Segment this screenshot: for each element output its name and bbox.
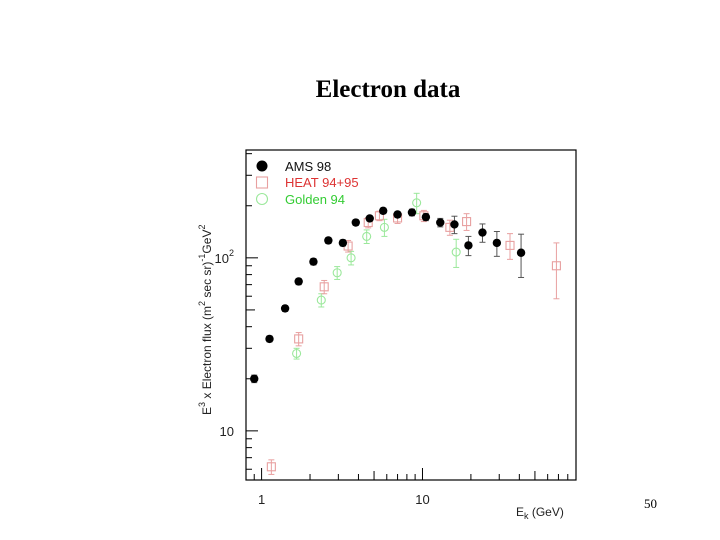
data-point (319, 282, 329, 292)
legend-marker-golden (255, 192, 269, 206)
data-point (505, 240, 515, 250)
data-point (516, 248, 526, 257)
data-point (379, 206, 388, 216)
data-point (250, 374, 259, 383)
data-point (265, 334, 274, 344)
data-point (294, 277, 303, 286)
data-point (407, 208, 417, 217)
data-point (379, 222, 389, 232)
legend-marker-heat (255, 176, 269, 189)
data-point (464, 241, 473, 250)
data-point (451, 247, 461, 257)
data-point (294, 334, 304, 344)
data-point (351, 218, 360, 227)
data-point (492, 238, 502, 248)
legend-label-ams: AMS 98 (285, 159, 331, 174)
data-point (346, 253, 356, 263)
page-number: 50 (644, 496, 657, 511)
plot-frame (245, 149, 577, 481)
series-open-circle (292, 192, 461, 360)
legend-label-heat: HEAT 94+95 (285, 175, 359, 190)
data-point (324, 236, 333, 245)
x-tick-label: 10 (415, 492, 429, 507)
x-axis-ticks: 1 10 (245, 468, 577, 507)
data-point (421, 212, 431, 222)
legend-entry-golden: Golden 94 (255, 192, 345, 207)
y-axis-ticks: 10 102 (215, 153, 258, 470)
slide-title: Electron data (315, 76, 461, 103)
data-point (332, 268, 342, 278)
y-tick-label: 10 (220, 424, 234, 439)
legend: AMS 98 HEAT 94+95 Golden 94 (255, 159, 359, 207)
data-point (393, 210, 402, 219)
data-point (478, 228, 487, 237)
data-point (551, 261, 561, 271)
legend-entry-ams: AMS 98 (256, 159, 331, 174)
data-point (412, 198, 422, 208)
data-series (250, 192, 561, 475)
data-point (450, 220, 459, 229)
y-tick-label: 102 (215, 248, 234, 266)
data-point (462, 217, 472, 227)
data-point (365, 214, 374, 223)
series-filled-circle (250, 206, 526, 384)
data-point (280, 304, 290, 313)
x-axis-label: Ek (GeV) (516, 505, 564, 521)
data-point (316, 295, 326, 305)
data-point (309, 257, 318, 266)
legend-marker-ams (256, 160, 268, 172)
series-open-square (266, 209, 561, 475)
legend-label-golden: Golden 94 (285, 192, 345, 207)
data-point (338, 238, 348, 248)
data-point (436, 218, 445, 227)
data-point (362, 231, 372, 241)
y-axis-label: E3 x Electron flux (m2 sec sr)-1GeV2 (197, 225, 214, 415)
x-tick-label: 1 (258, 492, 265, 507)
data-point (292, 348, 302, 359)
legend-entry-heat: HEAT 94+95 (255, 175, 359, 190)
data-point (266, 462, 276, 472)
